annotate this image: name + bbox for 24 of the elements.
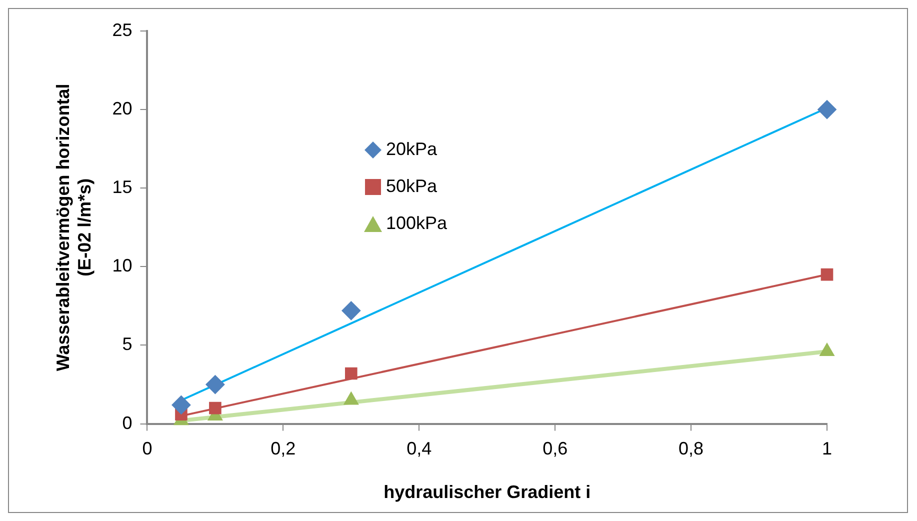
y-axis-title: Wasserableitvermögen horizontal (E-02 l/m*s)	[52, 84, 94, 372]
x-tick-label: 0,2	[270, 438, 296, 459]
point	[345, 367, 358, 380]
point	[818, 100, 836, 120]
x-tick-label: 0,4	[406, 438, 432, 459]
y-tick-label: 25	[112, 20, 132, 40]
x-tick-label: 1	[822, 438, 832, 459]
legend-label: 100kPa	[386, 213, 448, 234]
point	[342, 301, 361, 320]
y-tick-label: 10	[112, 256, 132, 276]
y-tick-label: 5	[122, 334, 132, 354]
y-tick-label: 20	[112, 98, 132, 119]
y-tick-label: 15	[112, 177, 132, 198]
x-tick-label: 0,6	[542, 438, 568, 459]
x-axis-title: hydraulischer Gradient i	[384, 482, 591, 502]
y-tick-label: 0	[122, 412, 132, 433]
point	[206, 375, 225, 394]
legend-label: 50kPa	[386, 176, 438, 197]
point	[172, 395, 191, 414]
point	[820, 268, 834, 281]
legend-label: 20kPa	[386, 139, 438, 160]
point	[209, 402, 222, 414]
x-tick-label: 0	[142, 438, 152, 459]
x-tick-label: 0,8	[678, 438, 704, 459]
